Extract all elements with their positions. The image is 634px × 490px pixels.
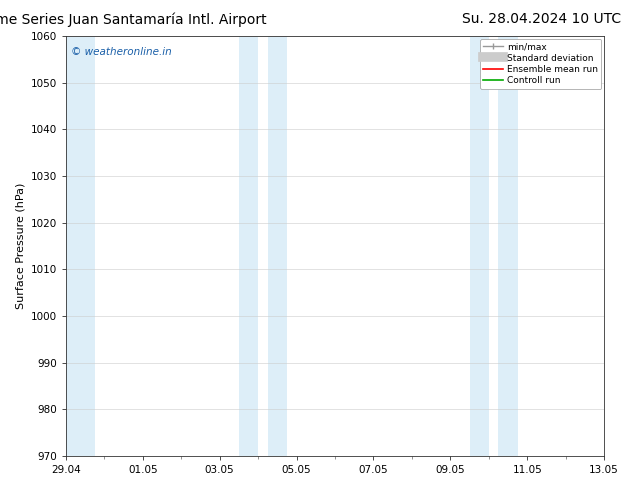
Legend: min/max, Standard deviation, Ensemble mean run, Controll run: min/max, Standard deviation, Ensemble me… <box>480 39 602 89</box>
Text: Su. 28.04.2024 10 UTC: Su. 28.04.2024 10 UTC <box>462 12 621 26</box>
Bar <box>268 36 287 456</box>
Bar <box>498 36 517 456</box>
Text: ENS Time Series Juan Santamaría Intl. Airport: ENS Time Series Juan Santamaría Intl. Ai… <box>0 12 266 27</box>
Bar <box>470 36 489 456</box>
Bar <box>66 36 94 456</box>
Y-axis label: Surface Pressure (hPa): Surface Pressure (hPa) <box>15 183 25 309</box>
Bar <box>239 36 258 456</box>
Text: © weatheronline.in: © weatheronline.in <box>71 47 172 57</box>
